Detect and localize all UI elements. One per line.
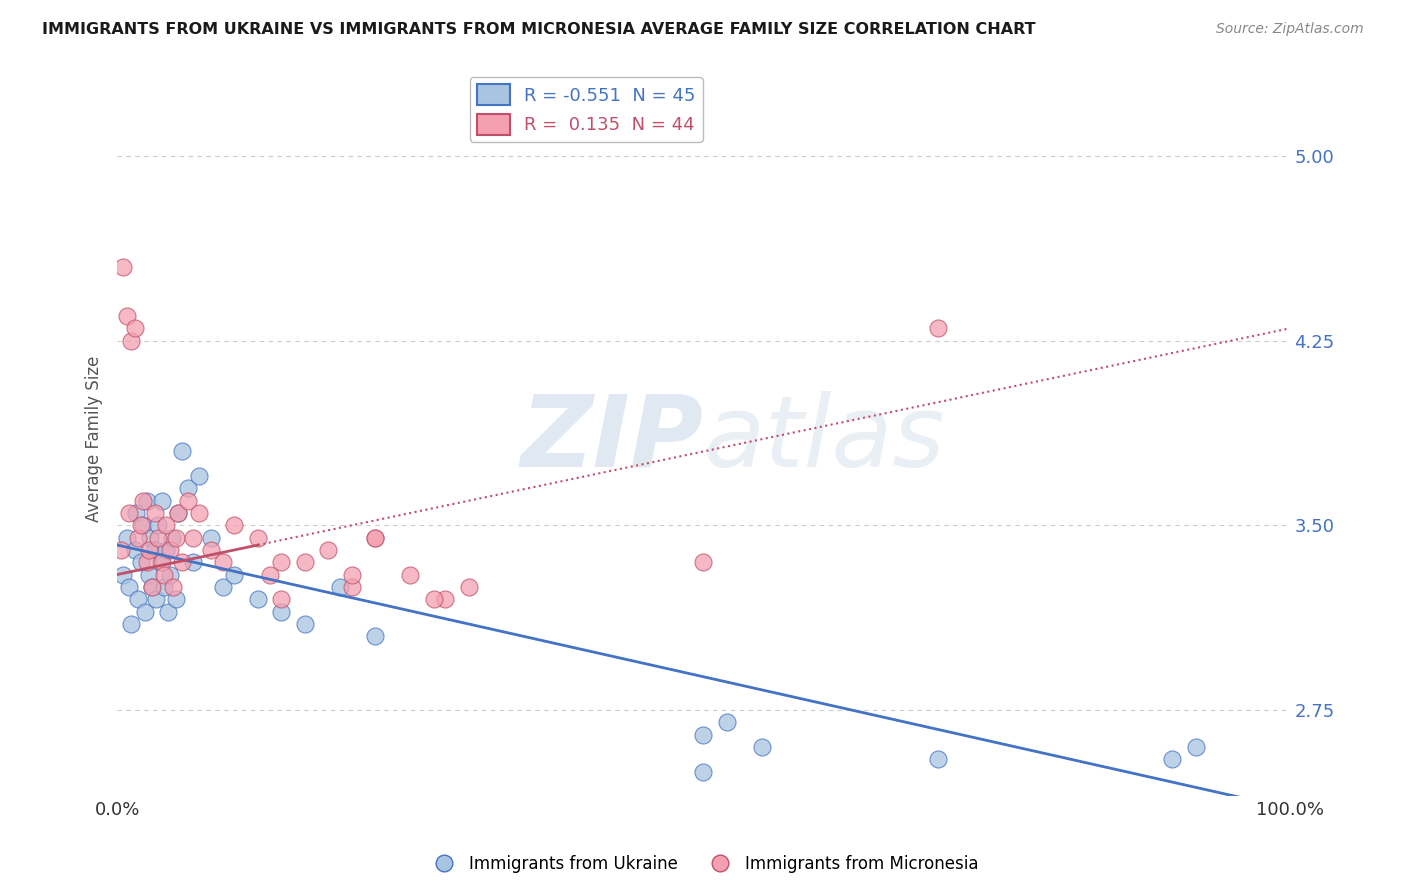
Point [120,334,142,348]
Point [127,531,149,545]
Point [150,555,173,569]
Point [135,555,157,569]
Point [148,518,170,533]
Point [211,580,233,594]
Point [112,260,135,274]
Point [165,592,187,607]
Point [364,531,387,545]
Point [153,580,176,594]
Point [188,506,211,520]
Point [165,531,187,545]
Text: atlas: atlas [703,391,945,488]
Point [340,567,363,582]
Point [434,592,457,607]
Point [458,580,481,594]
Point [692,764,714,779]
Point [139,531,162,545]
Point [188,469,211,483]
Point [153,567,176,582]
Point [692,555,714,569]
Text: Source: ZipAtlas.com: Source: ZipAtlas.com [1216,22,1364,37]
Point [167,506,190,520]
Point [134,605,156,619]
Point [132,493,155,508]
Point [176,482,198,496]
Point [143,506,166,520]
Point [135,493,157,508]
Point [364,531,387,545]
Point [751,739,773,754]
Point [1185,739,1208,754]
Point [246,592,269,607]
Legend: Immigrants from Ukraine, Immigrants from Micronesia: Immigrants from Ukraine, Immigrants from… [420,848,986,880]
Point [259,567,281,582]
Point [143,543,166,558]
Point [155,543,177,558]
Point [423,592,446,607]
Point [167,506,190,520]
Point [110,543,132,558]
Point [716,715,738,730]
Point [120,616,142,631]
Point [329,580,352,594]
Point [125,506,148,520]
Legend: R = -0.551  N = 45, R =  0.135  N = 44: R = -0.551 N = 45, R = 0.135 N = 44 [470,77,703,142]
Point [270,605,292,619]
Point [1161,752,1184,766]
Point [138,567,160,582]
Point [224,518,246,533]
Point [141,580,163,594]
Point [183,555,205,569]
Point [150,493,173,508]
Point [141,580,163,594]
Point [162,580,184,594]
Point [129,518,152,533]
Point [692,728,714,742]
Point [162,531,184,545]
Point [118,506,141,520]
Point [124,321,146,335]
Point [156,605,179,619]
Point [294,616,316,631]
Point [127,592,149,607]
Point [170,444,193,458]
Point [170,555,193,569]
Point [129,555,152,569]
Point [138,543,160,558]
Point [118,580,141,594]
Point [200,543,222,558]
Point [155,518,177,533]
Point [159,543,181,558]
Point [132,518,155,533]
Point [316,543,339,558]
Point [112,567,135,582]
Point [148,531,170,545]
Point [200,531,222,545]
Text: ZIP: ZIP [520,391,703,488]
Text: IMMIGRANTS FROM UKRAINE VS IMMIGRANTS FROM MICRONESIA AVERAGE FAMILY SIZE CORREL: IMMIGRANTS FROM UKRAINE VS IMMIGRANTS FR… [42,22,1036,37]
Point [211,555,233,569]
Point [294,555,316,569]
Point [176,493,198,508]
Point [149,555,172,569]
Point [124,543,146,558]
Point [159,567,181,582]
Y-axis label: Average Family Size: Average Family Size [86,356,103,523]
Point [115,531,138,545]
Point [340,580,363,594]
Point [246,531,269,545]
Point [115,309,138,323]
Point [927,321,949,335]
Point [224,567,246,582]
Point [399,567,422,582]
Point [183,531,205,545]
Point [270,555,292,569]
Point [927,752,949,766]
Point [145,592,167,607]
Point [270,592,292,607]
Point [364,629,387,643]
